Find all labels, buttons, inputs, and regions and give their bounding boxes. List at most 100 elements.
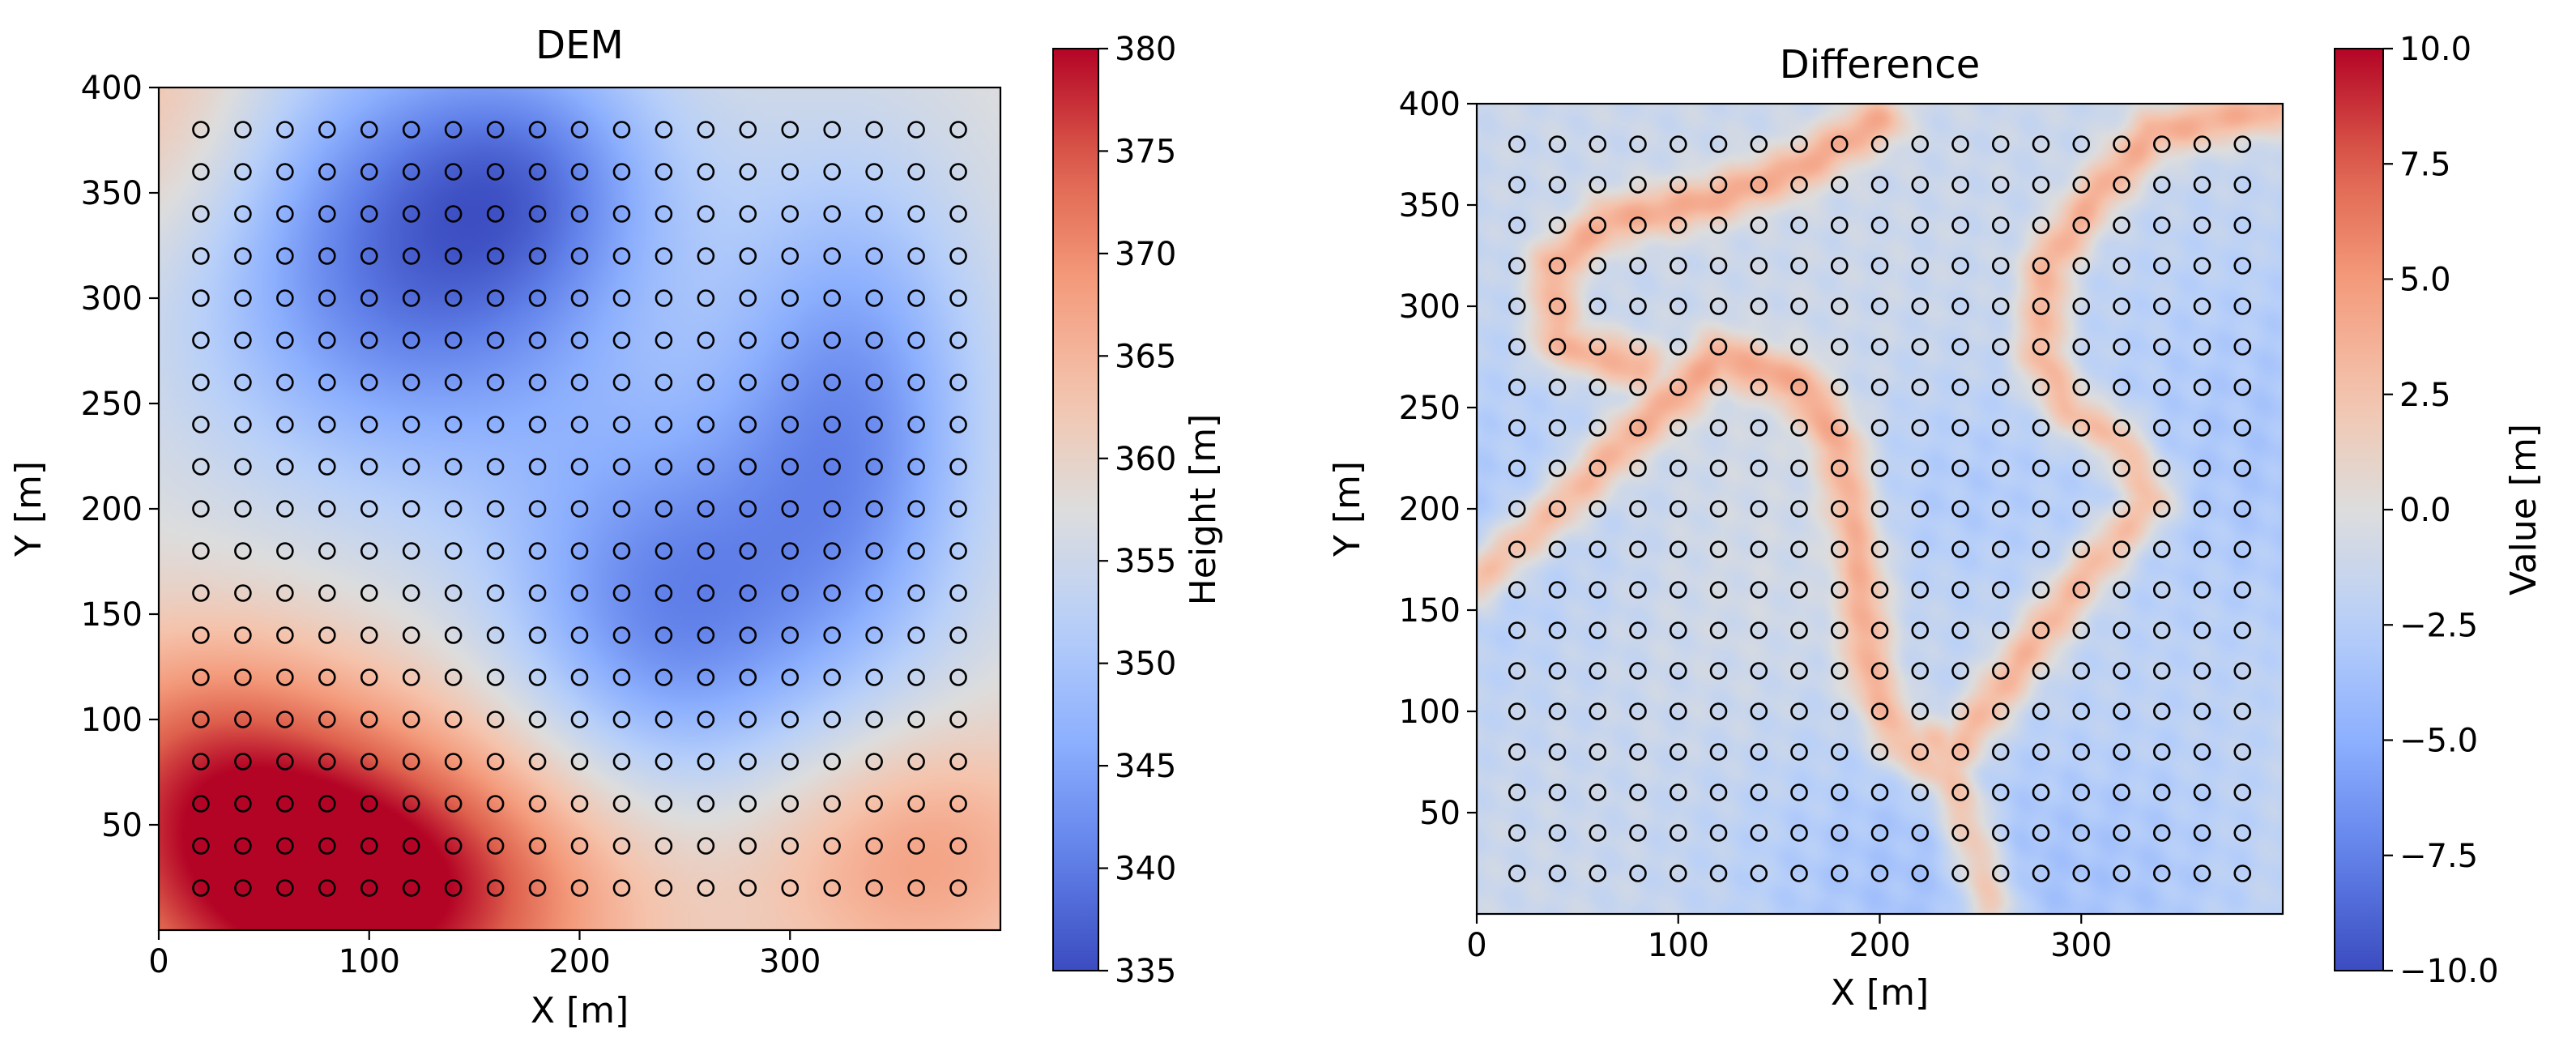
- station-marker: [192, 626, 210, 644]
- station-marker: [823, 500, 841, 518]
- station-marker: [2072, 500, 2091, 518]
- station-marker: [907, 626, 925, 644]
- station-marker: [276, 458, 294, 476]
- station-marker: [907, 584, 925, 602]
- station-marker: [486, 879, 505, 897]
- station-marker: [1548, 297, 1567, 315]
- station-marker: [1629, 621, 1647, 639]
- station-marker: [1508, 135, 1526, 153]
- station-marker: [1750, 378, 1768, 396]
- station-marker: [1870, 824, 1889, 842]
- station-marker: [360, 331, 378, 349]
- station-marker: [655, 121, 673, 139]
- station-marker: [1589, 540, 1607, 558]
- station-marker: [1870, 419, 1889, 437]
- station-marker: [1911, 338, 1930, 356]
- station-marker: [2233, 824, 2252, 842]
- station-marker: [2072, 743, 2091, 761]
- station-marker: [2193, 743, 2211, 761]
- station-marker: [823, 416, 841, 433]
- station-marker: [486, 121, 505, 139]
- colorbar-tick-label: −7.5: [2399, 838, 2478, 875]
- station-marker: [570, 753, 589, 771]
- station-marker: [360, 584, 378, 602]
- station-marker: [2152, 257, 2171, 275]
- x-tick-label: 0: [1466, 927, 1486, 964]
- station-marker: [276, 879, 294, 897]
- station-marker: [2233, 419, 2252, 437]
- station-marker: [360, 626, 378, 644]
- station-marker: [949, 837, 967, 855]
- station-marker: [402, 711, 420, 728]
- station-marker: [612, 584, 631, 602]
- station-marker: [234, 458, 252, 476]
- station-marker: [318, 584, 336, 602]
- y-tick-label: 100: [81, 702, 143, 739]
- station-marker: [907, 374, 925, 391]
- station-marker: [1790, 135, 1808, 153]
- station-marker: [2193, 621, 2211, 639]
- station-marker: [2072, 540, 2091, 558]
- station-marker: [1790, 743, 1808, 761]
- station-marker: [1669, 419, 1687, 437]
- x-tick-label: 200: [1849, 927, 1910, 964]
- station-marker: [318, 837, 336, 855]
- station-marker: [570, 500, 589, 518]
- station-marker: [444, 121, 463, 139]
- station-marker: [1709, 257, 1728, 275]
- station-marker: [907, 711, 925, 728]
- station-marker: [486, 458, 505, 476]
- station-marker: [1750, 865, 1768, 882]
- station-marker: [1790, 702, 1808, 720]
- station-marker: [865, 289, 883, 307]
- station-marker: [1548, 378, 1567, 396]
- station-marker: [823, 668, 841, 686]
- station-marker: [486, 668, 505, 686]
- colorbar-tick-label: 5.0: [2399, 262, 2451, 299]
- station-marker: [318, 711, 336, 728]
- station-marker: [486, 837, 505, 855]
- station-marker: [570, 163, 589, 181]
- station-marker: [486, 331, 505, 349]
- station-marker: [1629, 216, 1647, 234]
- station-marker: [907, 331, 925, 349]
- station-marker: [1548, 540, 1567, 558]
- station-marker: [234, 626, 252, 644]
- x-tick-label: 100: [339, 943, 400, 980]
- station-marker: [444, 879, 463, 897]
- station-marker: [865, 711, 883, 728]
- station-marker: [823, 711, 841, 728]
- station-marker: [697, 584, 715, 602]
- station-marker: [1870, 865, 1889, 882]
- station-marker: [1750, 621, 1768, 639]
- station-marker: [781, 416, 800, 433]
- station-marker: [1830, 662, 1849, 680]
- station-marker: [2072, 459, 2091, 477]
- station-marker: [2152, 378, 2171, 396]
- station-marker: [1508, 662, 1526, 680]
- station-marker: [1589, 824, 1607, 842]
- station-marker: [907, 542, 925, 560]
- station-marker: [1508, 783, 1526, 801]
- station-marker: [823, 331, 841, 349]
- station-marker: [781, 289, 800, 307]
- station-marker: [865, 584, 883, 602]
- station-marker: [360, 289, 378, 307]
- station-marker: [2152, 216, 2171, 234]
- station-marker: [697, 500, 715, 518]
- station-marker: [612, 121, 631, 139]
- station-marker: [486, 416, 505, 433]
- station-marker: [486, 584, 505, 602]
- station-marker: [697, 331, 715, 349]
- station-marker: [865, 500, 883, 518]
- station-marker: [360, 163, 378, 181]
- station-marker: [486, 247, 505, 265]
- station-marker: [1750, 824, 1768, 842]
- station-marker: [1830, 783, 1849, 801]
- station-marker: [234, 163, 252, 181]
- station-marker: [655, 247, 673, 265]
- station-marker: [1790, 459, 1808, 477]
- station-marker: [949, 331, 967, 349]
- y-tick-label: 150: [81, 596, 143, 634]
- station-marker: [2152, 135, 2171, 153]
